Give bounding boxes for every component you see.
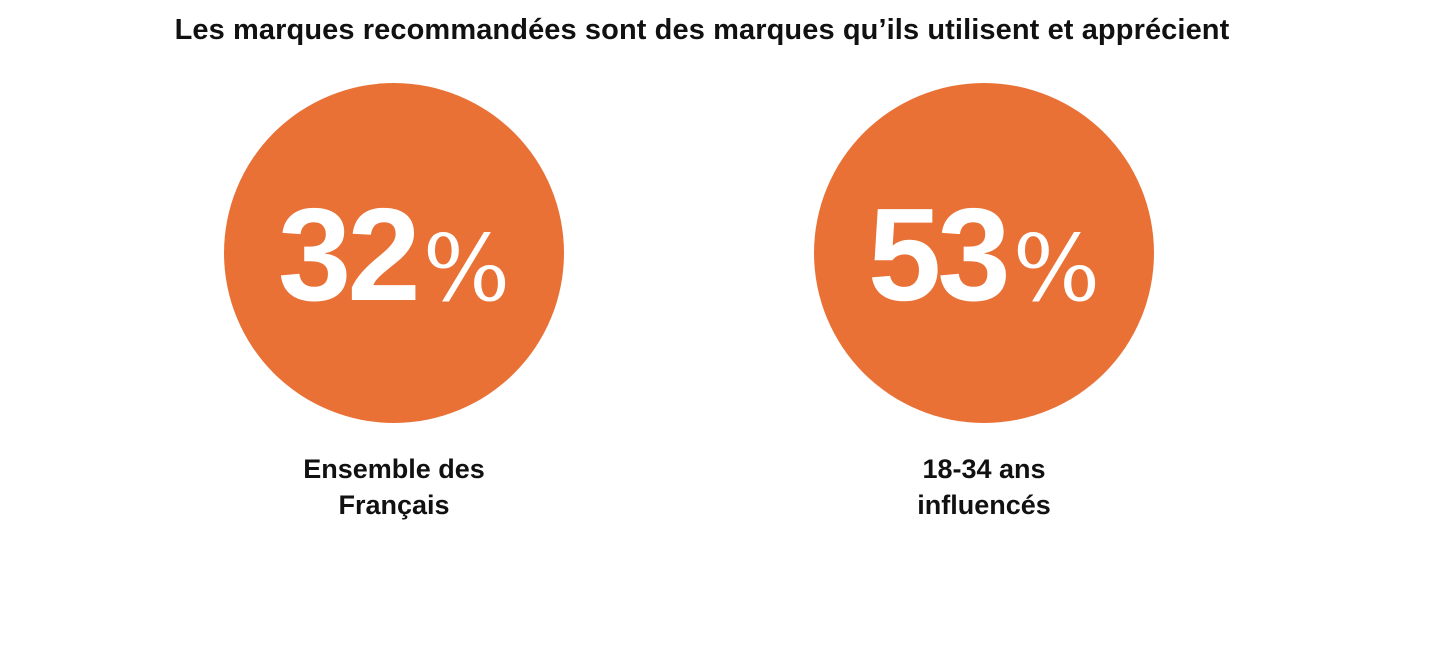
stat-label: 18-34 ans influencés: [814, 451, 1154, 523]
stat-value: 32%: [278, 189, 510, 321]
stat-18-34-ans-influences: 53% 18-34 ans influencés: [814, 83, 1154, 523]
stat-label-line: Français: [338, 490, 450, 520]
percent-sign: %: [422, 215, 511, 322]
chart-title: Les marques recommandées sont des marque…: [174, 14, 1230, 46]
stat-number: 53: [867, 181, 1011, 328]
stat-ensemble-des-francais: 32% Ensemble des Français: [224, 83, 564, 523]
percent-sign: %: [1012, 215, 1101, 322]
stat-number: 32: [277, 181, 421, 328]
stat-label-line: influencés: [917, 490, 1051, 520]
stat-label-line: Ensemble des: [303, 454, 485, 484]
stat-value: 53%: [868, 189, 1100, 321]
stat-label: Ensemble des Français: [224, 451, 564, 523]
stat-circle: 53%: [814, 83, 1154, 423]
stat-circle: 32%: [224, 83, 564, 423]
stat-label-line: 18-34 ans: [922, 454, 1046, 484]
